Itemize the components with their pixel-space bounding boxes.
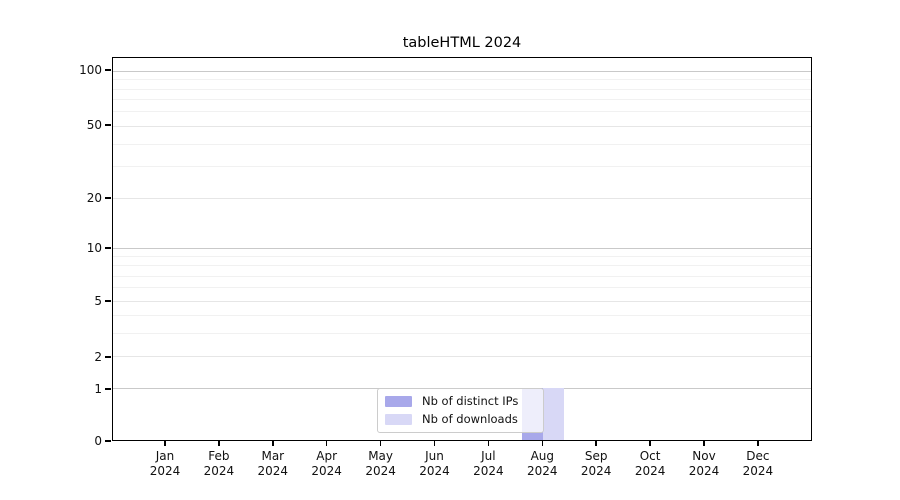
x-tick-dec <box>757 441 759 446</box>
x-tick-year: 2024 <box>473 464 504 478</box>
x-tick-month: Oct <box>639 449 661 463</box>
gridline-y-100 <box>113 70 811 72</box>
minor-gridline-y-3 <box>113 333 811 335</box>
minor-gridline-y-80 <box>113 88 811 90</box>
x-tick-aug <box>541 441 544 446</box>
y-tick-10 <box>105 247 111 249</box>
x-tick-year: 2024 <box>634 464 666 478</box>
y-tick-label-10: 10 <box>86 241 102 255</box>
x-tick-oct <box>649 441 651 446</box>
x-tick-year: 2024 <box>527 464 558 478</box>
x-tick-year: 2024 <box>203 464 235 478</box>
y-tick-label-2: 2 <box>94 350 102 365</box>
minor-gridline-y-6 <box>113 287 811 289</box>
gridline-y-10 <box>113 248 811 249</box>
x-tick-year: 2024 <box>419 464 450 478</box>
legend-swatch-downloads <box>385 414 412 425</box>
chart-title: tableHTML 2024 <box>402 35 522 51</box>
x-tick-year: 2024 <box>688 464 720 478</box>
y-tick-0 <box>105 440 111 442</box>
x-tick-may <box>379 441 382 446</box>
x-tick-apr <box>325 441 328 446</box>
x-tick-month: Jul <box>481 449 496 463</box>
x-tick-label-jul: Jul 2024 <box>458 449 518 479</box>
x-tick-jun <box>433 441 436 446</box>
gridline-y-5 <box>113 300 811 302</box>
y-tick-label-5: 5 <box>94 293 102 308</box>
minor-gridline-y-90 <box>113 79 811 81</box>
minor-gridline-y-70 <box>113 99 811 101</box>
x-tick-label-sep: Sep 2024 <box>566 449 626 479</box>
plot-area: Nb of distinct IPs Nb of downloads <box>112 57 812 441</box>
x-tick-mar <box>272 441 274 446</box>
minor-gridline-y-4 <box>113 315 811 317</box>
x-tick-month: Jun <box>425 449 444 463</box>
x-tick-label-feb: Feb 2024 <box>189 449 249 479</box>
x-tick-month: Dec <box>746 449 770 463</box>
x-tick-month: Jan <box>155 449 175 463</box>
x-tick-label-jan: Jan 2024 <box>135 449 195 479</box>
x-tick-nov <box>703 441 705 446</box>
y-tick-2 <box>105 356 111 358</box>
x-tick-year: 2024 <box>257 464 289 478</box>
x-tick-month: Aug <box>530 449 555 463</box>
x-tick-month: Feb <box>208 449 230 463</box>
bar-downloads-aug <box>543 388 565 440</box>
legend-swatch-distinct-ips <box>385 396 412 407</box>
y-tick-label-1: 1 <box>94 382 102 396</box>
minor-gridline-y-40 <box>113 143 811 145</box>
y-tick-50 <box>105 124 111 126</box>
minor-gridline-y-9 <box>113 256 811 258</box>
y-tick-100 <box>105 69 111 71</box>
chart-legend: Nb of distinct IPs Nb of downloads <box>377 388 544 433</box>
minor-gridline-y-7 <box>113 275 811 277</box>
x-tick-feb <box>218 441 220 446</box>
x-tick-jul <box>487 441 490 446</box>
x-tick-label-nov: Nov 2024 <box>674 449 734 479</box>
gridline-y-2 <box>113 356 811 358</box>
x-tick-label-may: May 2024 <box>351 449 411 479</box>
x-tick-year: 2024 <box>311 464 342 478</box>
y-tick-label-20: 20 <box>86 191 102 205</box>
x-tick-month: Apr <box>316 449 338 463</box>
gridline-y-20 <box>113 198 811 200</box>
y-tick-label-100: 100 <box>79 63 102 78</box>
x-tick-jan <box>164 441 166 446</box>
x-tick-year: 2024 <box>580 464 612 478</box>
x-tick-year: 2024 <box>365 464 396 478</box>
minor-gridline-y-60 <box>113 111 811 113</box>
x-tick-label-aug: Aug 2024 <box>512 449 572 479</box>
y-tick-5 <box>105 300 111 302</box>
y-tick-label-0: 0 <box>94 434 102 448</box>
x-tick-year: 2024 <box>742 464 774 478</box>
minor-gridline-y-8 <box>113 265 811 267</box>
x-tick-month: Sep <box>584 449 608 463</box>
x-tick-label-apr: Apr 2024 <box>297 449 357 479</box>
x-tick-label-dec: Dec 2024 <box>728 449 788 479</box>
y-tick-20 <box>105 197 111 199</box>
x-tick-label-oct: Oct 2024 <box>620 449 680 479</box>
x-tick-sep <box>595 441 597 446</box>
x-tick-month: Nov <box>692 449 716 463</box>
y-tick-label-50: 50 <box>86 118 102 132</box>
legend-label-distinct-ips: Nb of distinct IPs <box>422 394 519 408</box>
minor-gridline-y-30 <box>113 166 811 168</box>
legend-label-downloads: Nb of downloads <box>422 412 518 426</box>
legend-entry-downloads: Nb of downloads <box>385 413 535 426</box>
gridline-y-50 <box>113 125 811 127</box>
x-tick-label-mar: Mar 2024 <box>243 449 303 479</box>
x-tick-year: 2024 <box>149 464 181 478</box>
x-tick-month: May <box>368 449 393 463</box>
x-tick-label-jun: Jun 2024 <box>405 449 465 479</box>
legend-entry-distinct-ips: Nb of distinct IPs <box>385 395 535 408</box>
x-tick-month: Mar <box>261 449 285 463</box>
y-tick-1 <box>105 388 111 390</box>
